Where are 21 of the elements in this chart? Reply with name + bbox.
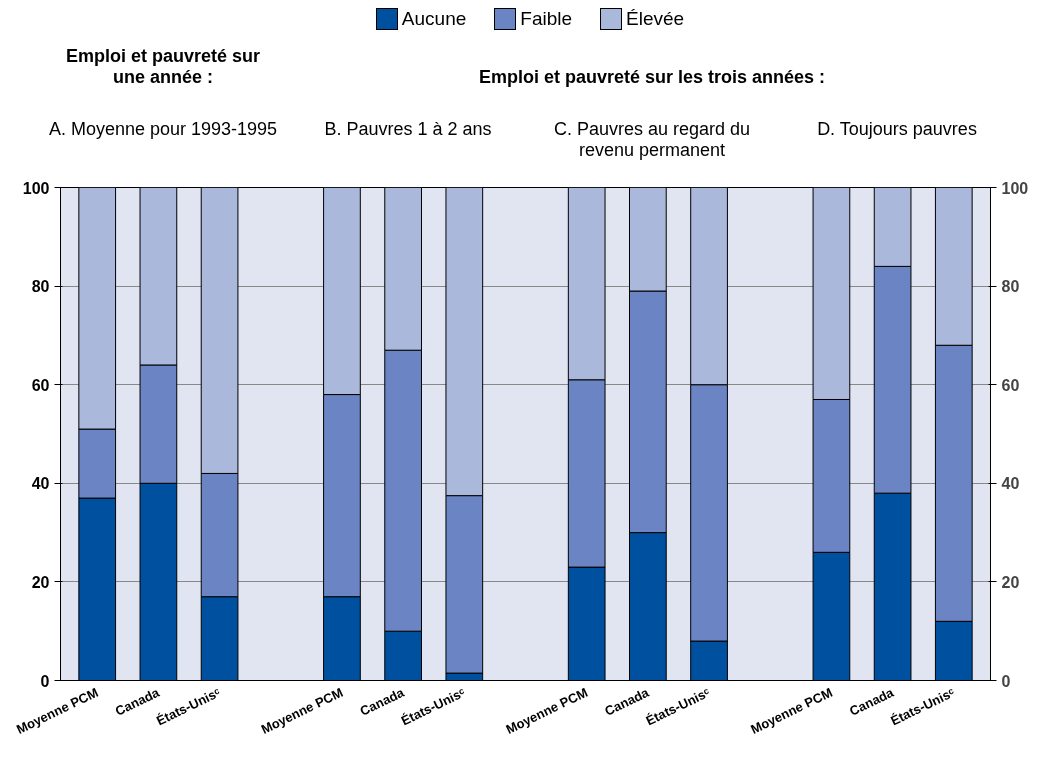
legend-label: Aucune [401,7,467,31]
y2-tick-label: 0 [1001,672,1011,690]
y-tick-label: 100 [22,179,50,197]
y-tick-label: 40 [31,475,50,493]
y2-tick-label: 60 [1001,376,1020,394]
y2-tick-label: 100 [1001,179,1029,197]
y-tick-label: 60 [31,376,50,394]
legend-label: Élevée [626,7,685,31]
y-tick-label: 80 [31,278,50,296]
text: B. Pauvres 1 à 2 ans [324,119,492,139]
text: D. Toujours pauvres [817,119,977,139]
y2-tick-label: 20 [1001,573,1020,591]
y-tick-label: 0 [40,672,50,690]
text: Emploi et pauvreté sur une année : [64,46,262,88]
y-tick-label: 20 [31,573,50,591]
y2-tick-label: 40 [1001,475,1020,493]
text: Emploi et pauvreté sur les trois années : [477,67,827,88]
y2-tick-label: 80 [1001,278,1020,296]
text: A. Moyenne pour 1993-1995 [48,119,278,139]
text: C. Pauvres au regard du revenu permanent [553,119,751,160]
legend-label: Faible [520,7,573,31]
